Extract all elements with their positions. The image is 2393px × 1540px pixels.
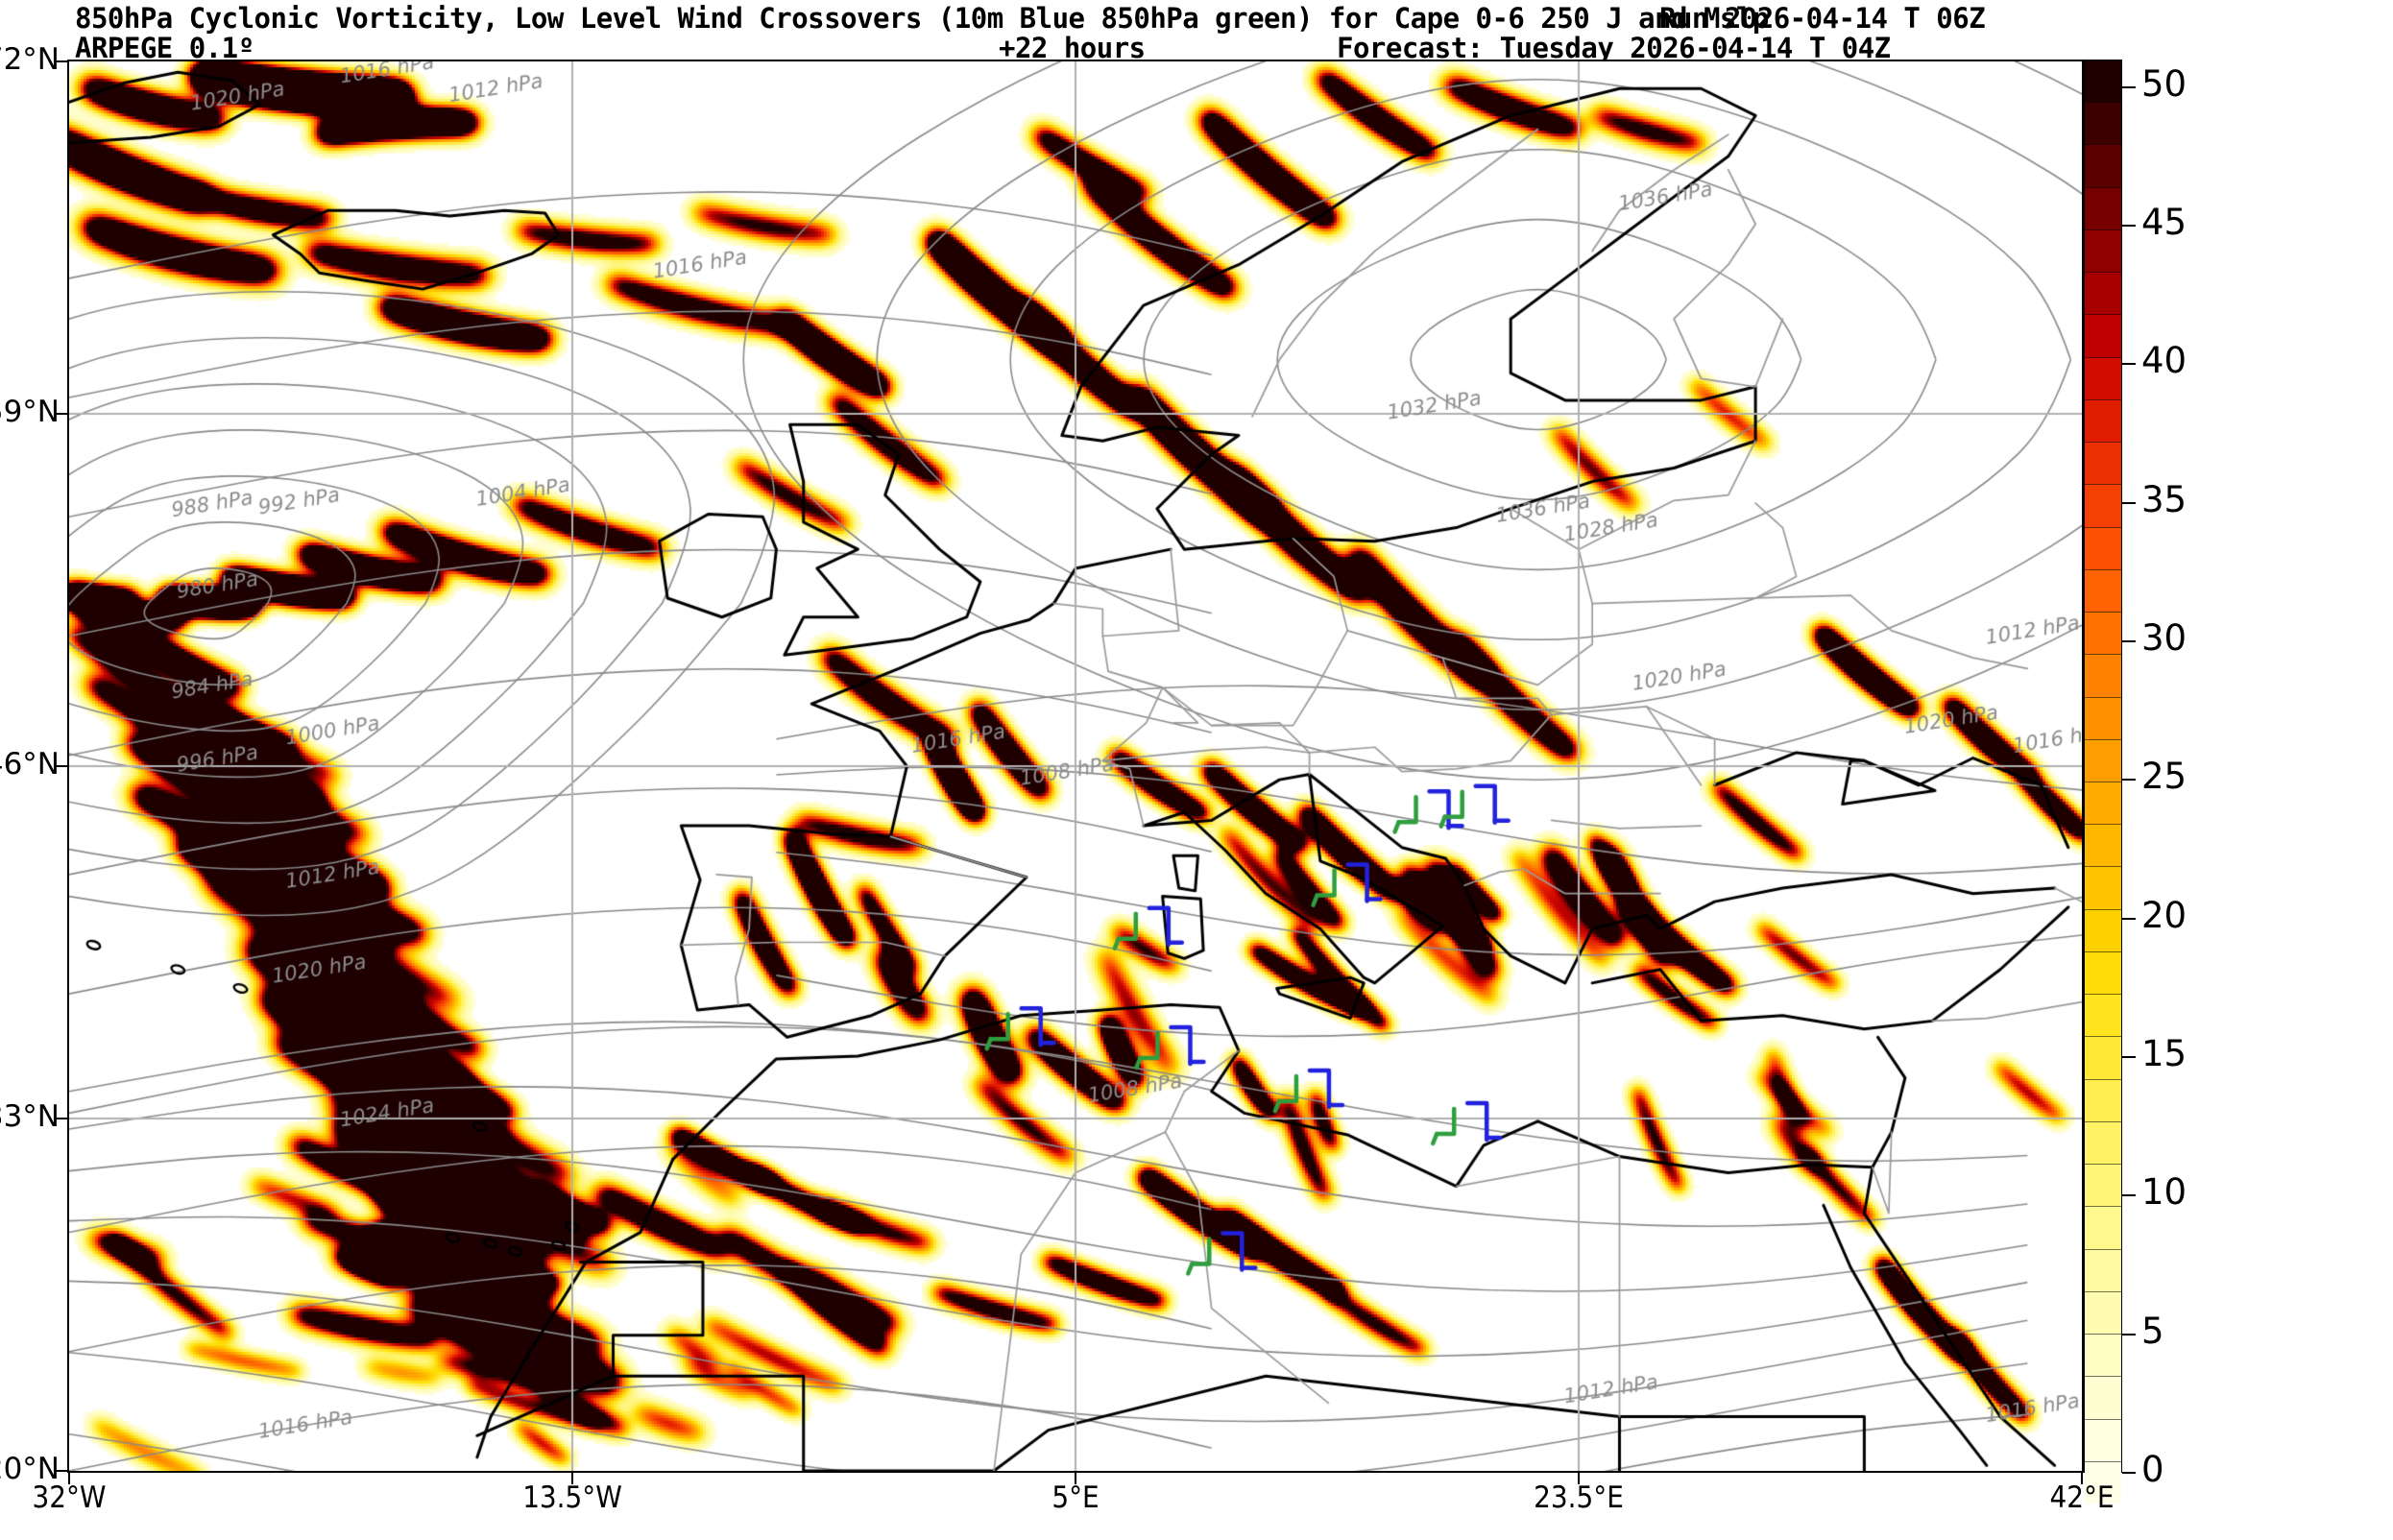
colorbar-band-8 bbox=[2085, 1120, 2121, 1165]
colorbar-band-27 bbox=[2085, 314, 2121, 357]
y-axis-tick-label-1: 59°N bbox=[0, 395, 60, 429]
colorbar-band-7 bbox=[2085, 1164, 2121, 1207]
colorbar-band-21 bbox=[2085, 568, 2121, 613]
colorbar-tick-label-1: 5 bbox=[2141, 1310, 2164, 1352]
colorbar-band-11 bbox=[2085, 994, 2121, 1037]
colorbar-band-26 bbox=[2085, 356, 2121, 399]
x-axis-tick-mark-2 bbox=[1075, 1473, 1076, 1484]
colorbar-band-25 bbox=[2085, 398, 2121, 443]
colorbar-tick-mark-4 bbox=[2122, 917, 2136, 920]
colorbar-band-24 bbox=[2085, 442, 2121, 485]
colorbar-band-22 bbox=[2085, 526, 2121, 569]
colorbar-band-3 bbox=[2085, 1334, 2121, 1377]
model-run-label: Run 2026-04-14 T 06Z bbox=[1659, 2, 1986, 35]
colorbar-band-28 bbox=[2085, 272, 2121, 315]
colorbar-band-33 bbox=[2085, 60, 2121, 103]
colorbar-tick-label-9: 45 bbox=[2141, 202, 2188, 244]
forecast-valid-label: Forecast: Tuesday 2026-04-14 T 04Z bbox=[1337, 32, 1891, 64]
y-axis-tick-label-3: 33°N bbox=[0, 1099, 60, 1134]
colorbar-tick-label-4: 20 bbox=[2141, 894, 2188, 936]
model-name-label: ARPEGE 0.1º bbox=[75, 32, 254, 64]
colorbar-tick-mark-1 bbox=[2122, 1333, 2136, 1335]
y-axis-tick-mark-1 bbox=[56, 413, 67, 415]
colorbar-band-19 bbox=[2085, 654, 2121, 697]
colorbar-band-2 bbox=[2085, 1376, 2121, 1419]
chart-title: 850hPa Cyclonic Vorticity, Low Level Win… bbox=[75, 2, 1769, 35]
lead-time-label: +22 hours bbox=[999, 32, 1146, 64]
colorbar-band-1 bbox=[2085, 1418, 2121, 1461]
x-axis-tick-mark-3 bbox=[1578, 1473, 1580, 1484]
colorbar-tick-label-6: 30 bbox=[2141, 617, 2188, 660]
colorbar-band-31 bbox=[2085, 144, 2121, 187]
colorbar-band-10 bbox=[2085, 1036, 2121, 1079]
colorbar-band-0 bbox=[2085, 1460, 2121, 1504]
colorbar-tick-mark-10 bbox=[2122, 85, 2136, 88]
x-axis-tick-mark-1 bbox=[571, 1473, 573, 1484]
y-axis-tick-label-4: 20°N bbox=[0, 1452, 60, 1486]
colorbar-tick-label-2: 10 bbox=[2141, 1171, 2188, 1214]
colorbar-band-14 bbox=[2085, 866, 2121, 909]
colorbar-tick-label-3: 15 bbox=[2141, 1033, 2188, 1075]
colorbar-tick-mark-3 bbox=[2122, 1056, 2136, 1059]
colorbar-tick-mark-2 bbox=[2122, 1194, 2136, 1197]
colorbar-tick-label-8: 40 bbox=[2141, 340, 2188, 382]
colorbar-tick-mark-5 bbox=[2122, 779, 2136, 782]
colorbar-band-4 bbox=[2085, 1290, 2121, 1335]
colorbar bbox=[2084, 60, 2122, 1504]
colorbar-band-29 bbox=[2085, 229, 2121, 273]
colorbar-band-15 bbox=[2085, 824, 2121, 867]
colorbar-band-23 bbox=[2085, 484, 2121, 527]
map-plot-area[interactable] bbox=[67, 60, 2084, 1473]
colorbar-band-30 bbox=[2085, 186, 2121, 229]
colorbar-band-18 bbox=[2085, 696, 2121, 739]
colorbar-band-20 bbox=[2085, 612, 2121, 655]
colorbar-band-17 bbox=[2085, 738, 2121, 782]
y-axis-tick-mark-2 bbox=[56, 765, 67, 767]
colorbar-tick-label-0: 0 bbox=[2141, 1449, 2164, 1490]
x-axis-tick-label-4: 42°E bbox=[2049, 1480, 2115, 1515]
colorbar-tick-mark-6 bbox=[2122, 640, 2136, 643]
y-axis-tick-mark-3 bbox=[56, 1118, 67, 1119]
colorbar-band-6 bbox=[2085, 1206, 2121, 1249]
x-axis-tick-label-3: 23.5°E bbox=[1534, 1480, 1624, 1515]
colorbar-band-12 bbox=[2085, 950, 2121, 995]
y-axis-tick-mark-0 bbox=[56, 60, 67, 62]
colorbar-band-32 bbox=[2085, 102, 2121, 145]
vorticity-map-canvas bbox=[69, 61, 2082, 1471]
x-axis-tick-label-2: 5°E bbox=[1051, 1480, 1100, 1515]
y-axis-tick-label-0: 72°N bbox=[0, 42, 60, 77]
x-axis-tick-mark-4 bbox=[2081, 1473, 2083, 1484]
colorbar-band-16 bbox=[2085, 781, 2121, 825]
x-axis-tick-label-0: 32°W bbox=[32, 1480, 107, 1515]
colorbar-tick-mark-7 bbox=[2122, 501, 2136, 504]
colorbar-band-13 bbox=[2085, 908, 2121, 951]
y-axis-tick-mark-4 bbox=[56, 1470, 67, 1472]
x-axis-tick-label-1: 13.5°W bbox=[522, 1480, 622, 1515]
colorbar-tick-mark-9 bbox=[2122, 225, 2136, 228]
colorbar-tick-label-10: 50 bbox=[2141, 62, 2188, 105]
colorbar-tick-label-5: 25 bbox=[2141, 756, 2188, 798]
colorbar-tick-label-7: 35 bbox=[2141, 478, 2188, 520]
colorbar-band-5 bbox=[2085, 1248, 2121, 1291]
colorbar-tick-mark-0 bbox=[2122, 1472, 2136, 1474]
x-axis-tick-mark-0 bbox=[68, 1473, 70, 1484]
y-axis-tick-label-2: 46°N bbox=[0, 747, 60, 782]
colorbar-tick-mark-8 bbox=[2122, 363, 2136, 366]
colorbar-band-9 bbox=[2085, 1078, 2121, 1121]
